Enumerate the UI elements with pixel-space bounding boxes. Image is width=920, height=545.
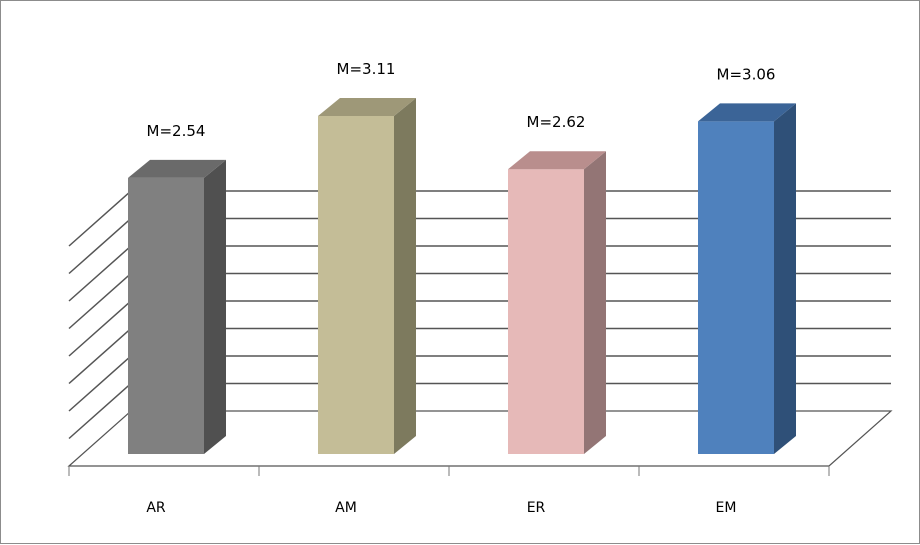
bar-ER bbox=[508, 169, 584, 454]
bar-side-EM bbox=[774, 103, 796, 455]
bar-side-AR bbox=[204, 159, 226, 455]
bar-AR bbox=[128, 177, 204, 455]
x-tick-label-AR: AR bbox=[146, 500, 166, 516]
gridline-depth-1.5 bbox=[68, 327, 132, 385]
data-label-ER: M=2.62 bbox=[527, 113, 586, 131]
data-label-AM: M=3.11 bbox=[337, 60, 396, 78]
gridline-depth-4 bbox=[68, 190, 132, 247]
data-label-EM: M=3.06 bbox=[717, 65, 776, 83]
bar-top-AR bbox=[128, 159, 226, 178]
gridline-depth-2.5 bbox=[68, 272, 132, 330]
gridline-depth-2 bbox=[68, 300, 132, 357]
bar-AM bbox=[318, 115, 394, 455]
gridline-depth-3 bbox=[68, 245, 132, 302]
bar-side-ER bbox=[584, 151, 606, 454]
gridline-depth-0.5 bbox=[68, 382, 132, 440]
bar-top-ER bbox=[508, 151, 606, 170]
bar-top-AM bbox=[318, 97, 416, 116]
bar-EM bbox=[698, 121, 774, 455]
x-tick-label-ER: ER bbox=[527, 500, 546, 516]
bar-side-AM bbox=[394, 97, 416, 455]
gridline-depth-1 bbox=[68, 355, 132, 412]
data-label-AR: M=2.54 bbox=[147, 122, 206, 140]
x-tick-label-EM: EM bbox=[716, 500, 737, 516]
chart-floor bbox=[67, 410, 893, 467]
x-tick-label-AM: AM bbox=[335, 500, 357, 516]
bar-top-EM bbox=[698, 103, 796, 122]
gridline-depth-3.5 bbox=[68, 217, 132, 275]
